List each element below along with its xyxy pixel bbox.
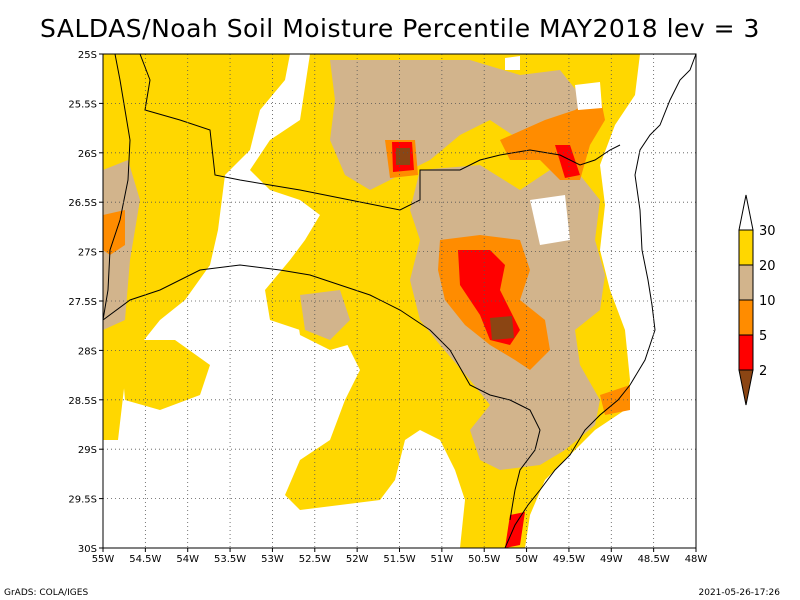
lon-tick-label: 51.5W (383, 554, 415, 565)
lat-tick-label: 28.5S (68, 396, 97, 407)
colorbar-label: 30 (759, 224, 776, 239)
map-title: SALDAS/Noah Soil Moisture Percentile MAY… (40, 14, 760, 43)
shaded-field (103, 54, 640, 548)
shade-brown-1 (490, 316, 514, 340)
state-border-south (103, 264, 541, 521)
colorbar-label: 10 (759, 294, 776, 309)
colorbar-label: 2 (759, 364, 767, 379)
shade-yellow-west (103, 54, 290, 440)
shade-red-north (555, 145, 580, 178)
colorbar-legend: 2 5 10 20 30 (738, 194, 776, 406)
lat-tick-label: 27S (78, 248, 97, 259)
shade-red-south (505, 512, 525, 548)
lon-tick-label: 51W (431, 554, 454, 565)
lon-tick-label: 54W (176, 554, 199, 565)
lon-tick-label: 53.5W (214, 554, 246, 565)
lon-tick-label: 50.5W (468, 554, 500, 565)
lon-tick-label: 54.5W (129, 554, 161, 565)
footer-timestamp: 2021-05-26-17:26 (698, 588, 781, 598)
coastline (504, 54, 696, 548)
lat-tick-labels: 25S 25.5S 26S 26.5S 27S 27.5S 28S 28.5S 29S 29.5S… (68, 50, 103, 555)
shade-yellow-south (120, 340, 210, 410)
lat-tick-label: 29.5S (68, 495, 97, 506)
lon-tick-label: 55W (92, 554, 115, 565)
lon-tick-label: 52W (346, 554, 369, 565)
lon-tick-labels: 55W 54.5W 54W 53.5W 53W 52.5W 52W 51.5W 51W 50.5W… (92, 548, 708, 565)
lat-tick-label: 29S (78, 445, 97, 456)
lon-tick-label: 48W (685, 554, 708, 565)
lat-tick-label: 26S (78, 149, 97, 160)
colorbar-segment (738, 299, 754, 336)
colorbar-label: 20 (759, 259, 776, 274)
colorbar-segment (738, 334, 754, 371)
lat-tick-label: 26.5S (68, 198, 97, 209)
lat-tick-label: 30S (78, 544, 97, 555)
shade-white-3 (505, 56, 520, 70)
colorbar-segment (738, 229, 754, 266)
colorbar-label: 5 (759, 329, 767, 344)
colorbar-top-arrow (738, 194, 754, 231)
lat-tick-label: 25.5S (68, 99, 97, 110)
lon-tick-label: 50W (515, 554, 538, 565)
lon-tick-label: 48.5W (638, 554, 670, 565)
footer-credit: GrADS: COLA/IGES (4, 588, 89, 598)
colorbar-segment (738, 264, 754, 301)
lat-lon-grid (103, 54, 696, 548)
country-border (103, 54, 131, 321)
lat-tick-label: 27.5S (68, 297, 97, 308)
shade-yellow-patch (395, 370, 425, 425)
lat-tick-label: 28S (78, 346, 97, 357)
state-border-north (139, 54, 621, 211)
lat-tick-label: 25S (78, 50, 97, 61)
shade-brown-2 (396, 148, 410, 165)
lon-tick-label: 49.5W (553, 554, 585, 565)
lon-tick-label: 52.5W (299, 554, 331, 565)
shade-tan-patch (300, 290, 350, 340)
lon-tick-label: 53W (261, 554, 284, 565)
colorbar-bottom-arrow (738, 369, 754, 406)
shade-white-1 (530, 195, 570, 245)
lon-tick-label: 49W (600, 554, 623, 565)
boundary-lines (103, 54, 696, 548)
shade-white-2 (575, 82, 602, 110)
